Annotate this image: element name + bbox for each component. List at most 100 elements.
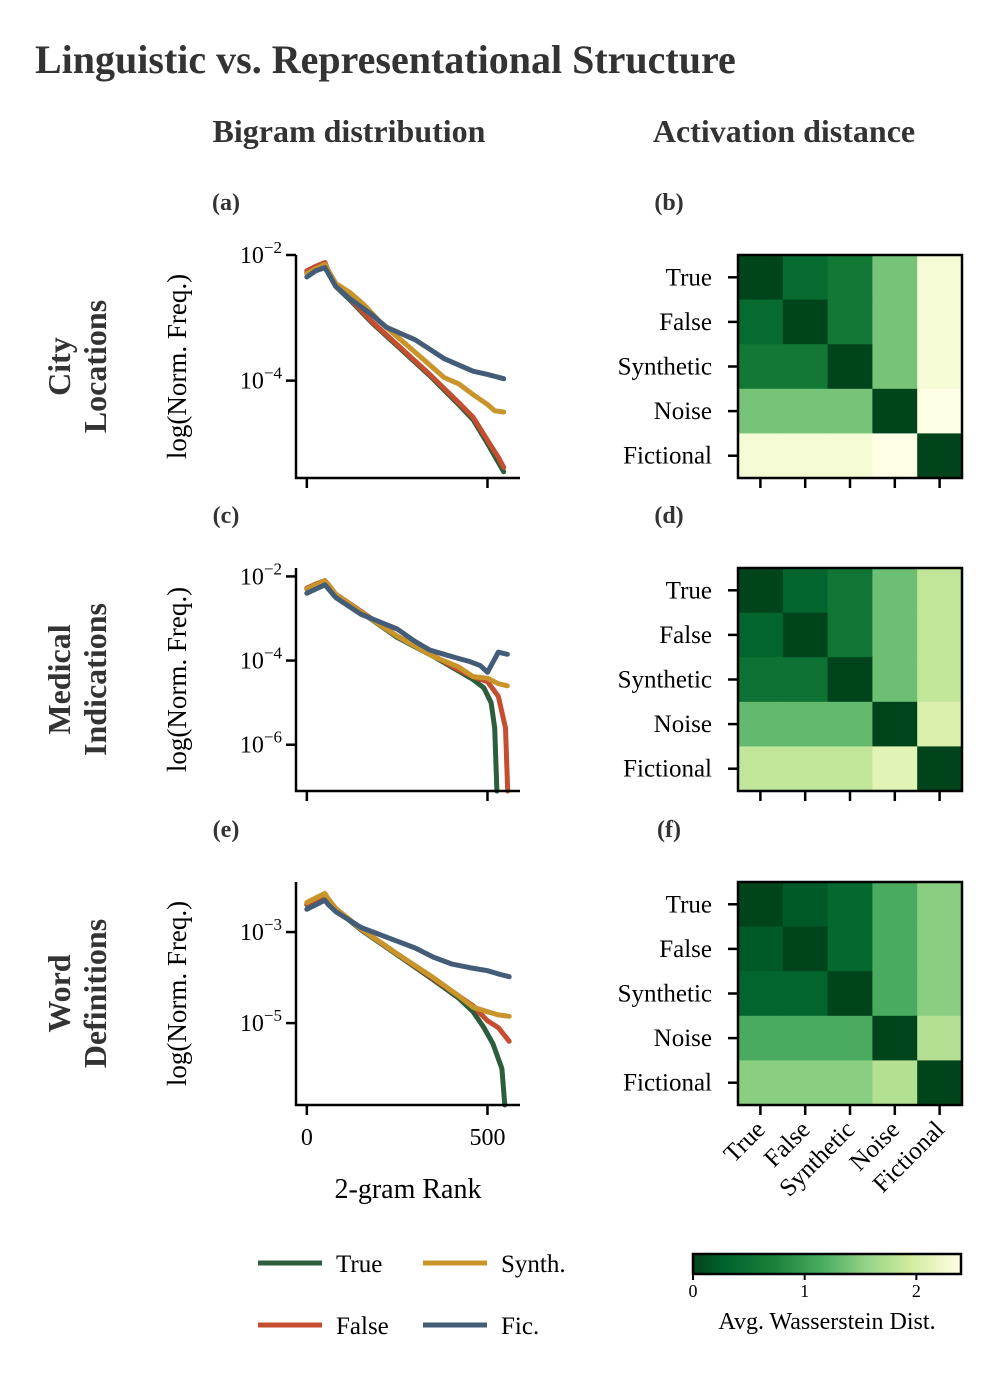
heatmap-cell <box>872 255 917 300</box>
series-line-true <box>307 582 497 792</box>
heatmap-cell <box>738 1016 783 1061</box>
heatmap-y-label: Fictional <box>623 1070 712 1097</box>
heatmap-cell <box>872 657 917 702</box>
heatmap-cell <box>828 300 873 345</box>
heatmap-cell <box>738 433 783 478</box>
legend-label: True <box>336 1251 382 1278</box>
heatmap-cell <box>872 389 917 434</box>
line-chart: 10−310−50 500log(Norm. Freq.)2-gram Rank <box>162 882 520 1205</box>
heatmap-cell <box>783 927 828 972</box>
heatmap-cell <box>783 568 828 613</box>
heatmap-cell <box>872 971 917 1016</box>
heatmap-cell <box>917 433 962 478</box>
y-tick-label: 10−3 <box>240 915 282 946</box>
heatmap-y-label: False <box>659 936 712 963</box>
heatmap-x-label: True <box>719 1116 771 1168</box>
heatmap-cell <box>738 657 783 702</box>
series-line-true <box>307 264 504 471</box>
heatmap-cell <box>738 389 783 434</box>
heatmap-cell <box>917 255 962 300</box>
y-tick-label: 10−4 <box>240 364 283 395</box>
panel-label: (c) <box>213 503 240 529</box>
heatmap-cell <box>828 433 873 478</box>
heatmap-cell <box>917 882 962 927</box>
heatmap: True False Synthetic Noise Fictional <box>618 568 963 801</box>
heatmap-cell <box>783 613 828 658</box>
legend-label: Synth. <box>501 1251 566 1278</box>
heatmap-cell <box>917 1016 962 1061</box>
y-axis-label: log(Norm. Freq.) <box>162 274 192 459</box>
heatmap-cell <box>828 971 873 1016</box>
heatmap-cell <box>828 613 873 658</box>
line-chart: 10−2 10−4 log(Norm. Freq.) <box>162 238 520 488</box>
heatmap-cell <box>872 927 917 972</box>
heatmap-cell <box>828 1060 873 1105</box>
heatmap-y-label: Fictional <box>623 756 712 783</box>
row-label-line: Word <box>41 954 77 1032</box>
heatmap-cell <box>783 882 828 927</box>
heatmap-y-label: Synthetic <box>618 667 712 694</box>
figure: Linguistic vs. Representational Structur… <box>0 0 996 1386</box>
heatmap-y-label: Synthetic <box>618 981 712 1008</box>
panel-label: (a) <box>212 190 240 216</box>
heatmap-cell <box>828 657 873 702</box>
heatmap-cell <box>738 613 783 658</box>
heatmap-y-label: False <box>659 309 712 336</box>
legend-label: False <box>336 1313 389 1340</box>
y-tick-label: 10−6 <box>240 728 282 759</box>
heatmap: True False Synthetic Noise Fictional <box>618 255 963 488</box>
heatmap-cell <box>783 657 828 702</box>
heatmap-cell <box>783 746 828 791</box>
heatmap-cell <box>783 255 828 300</box>
panel-label: (e) <box>213 817 240 843</box>
heatmap-y-label: Fictional <box>623 443 712 470</box>
heatmap-cell <box>917 657 962 702</box>
row-label-line: Indications <box>77 603 113 756</box>
series-line-fic <box>307 585 508 673</box>
heatmap-cell <box>917 300 962 345</box>
y-axis-label: log(Norm. Freq.) <box>162 901 192 1086</box>
heatmap-cell <box>917 971 962 1016</box>
heatmap-cell <box>872 702 917 747</box>
x-axis-label: 2-gram Rank <box>335 1174 482 1205</box>
heatmap-cell <box>917 746 962 791</box>
heatmap-cell <box>917 613 962 658</box>
legend-label: Fic. <box>501 1313 539 1340</box>
heatmap-cell <box>828 1016 873 1061</box>
colorbar <box>693 1254 961 1274</box>
heatmap-cell <box>872 433 917 478</box>
heatmap-cell <box>828 255 873 300</box>
colorbar-tick-label: 0 <box>689 1281 698 1301</box>
heatmap-cell <box>872 1016 917 1061</box>
heatmap-cell <box>783 702 828 747</box>
heatmap-cell <box>872 300 917 345</box>
legend: True False Synth. Fic. 0 1 2 Avg. Wasserstein D… <box>258 1251 961 1340</box>
heatmap-y-label: True <box>666 577 712 604</box>
heatmap-cell <box>783 1016 828 1061</box>
panel-label: (f) <box>657 817 681 843</box>
row-1: City Locations (a) (b) 10−2 10−4 log(Norm. Fre… <box>41 190 963 488</box>
heatmap-y-label: True <box>666 264 712 291</box>
heatmap-cell <box>828 746 873 791</box>
heatmap-cell <box>738 1060 783 1105</box>
heatmap-cell <box>738 344 783 389</box>
y-tick-label: 10−5 <box>240 1006 282 1037</box>
heatmap-cell <box>783 1060 828 1105</box>
heatmap-y-label: Noise <box>654 398 712 425</box>
heatmap-cell <box>917 702 962 747</box>
column-header-bigram: Bigram distribution <box>213 113 486 149</box>
heatmap-cell <box>783 389 828 434</box>
column-header-activation: Activation distance <box>653 113 915 149</box>
y-axis-label: log(Norm. Freq.) <box>162 587 192 772</box>
heatmap-cell <box>828 927 873 972</box>
heatmap-y-label: Noise <box>654 711 712 738</box>
heatmap-cell <box>783 300 828 345</box>
heatmap-y-label: False <box>659 622 712 649</box>
heatmap-cell <box>917 389 962 434</box>
colorbar-tick-label: 1 <box>800 1281 809 1301</box>
y-tick-label: 10−2 <box>240 238 282 269</box>
heatmap-cell <box>872 1060 917 1105</box>
heatmap-y-label: True <box>666 891 712 918</box>
row-3: Word Definitions (e) (f) 10−3 10−5 0 500 log(Nor… <box>41 817 963 1205</box>
heatmap-cell <box>738 971 783 1016</box>
